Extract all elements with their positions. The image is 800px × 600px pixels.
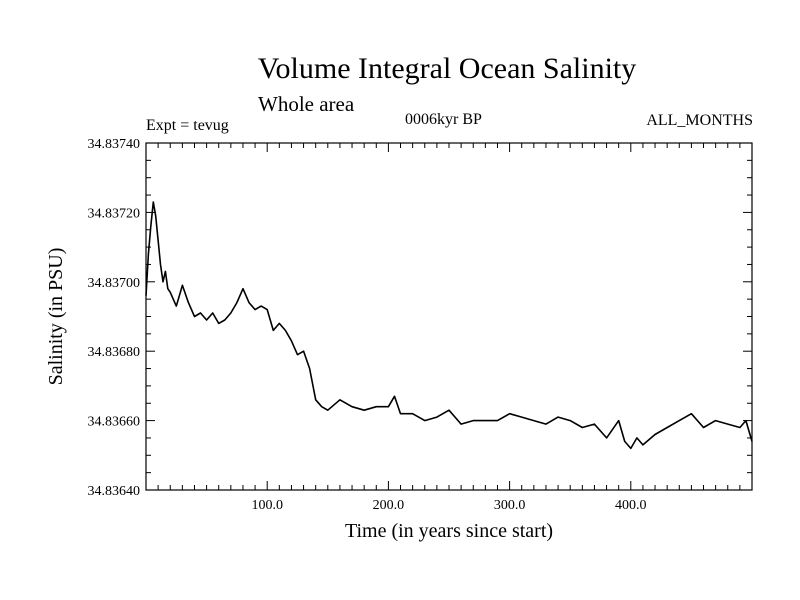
- period-label: 0006kyr BP: [405, 111, 482, 128]
- plot-frame: [145, 142, 753, 491]
- chart-title: Volume Integral Ocean Salinity: [257, 52, 637, 85]
- y-tick-label: 34.83700: [88, 276, 141, 291]
- salinity-series-line: [145, 201, 753, 450]
- x-axis-title: Time (in years since start): [345, 520, 553, 542]
- tick-labels: 100.0 200.0 300.0 400.0 34.83640 34.83660 34.8…: [88, 137, 647, 513]
- x-tick-label: 300.0: [494, 498, 526, 513]
- y-tick-label: 34.83660: [88, 415, 141, 430]
- y-tick-label: 34.83680: [88, 345, 141, 360]
- y-tick-label: 34.83720: [88, 206, 141, 221]
- y-tick-label: 34.83740: [88, 137, 141, 152]
- x-tick-label: 200.0: [373, 498, 405, 513]
- x-tick-label: 100.0: [251, 498, 283, 513]
- x-tick-label: 400.0: [615, 498, 647, 513]
- chart-subtitle: Whole area: [258, 92, 355, 116]
- y-tick-label: 34.83640: [88, 484, 141, 499]
- tick-marks: [146, 142, 752, 491]
- experiment-label: Expt = tevug: [146, 117, 229, 134]
- y-axis-title: Salinity (in PSU): [45, 248, 67, 386]
- months-label: ALL_MONTHS: [646, 112, 753, 129]
